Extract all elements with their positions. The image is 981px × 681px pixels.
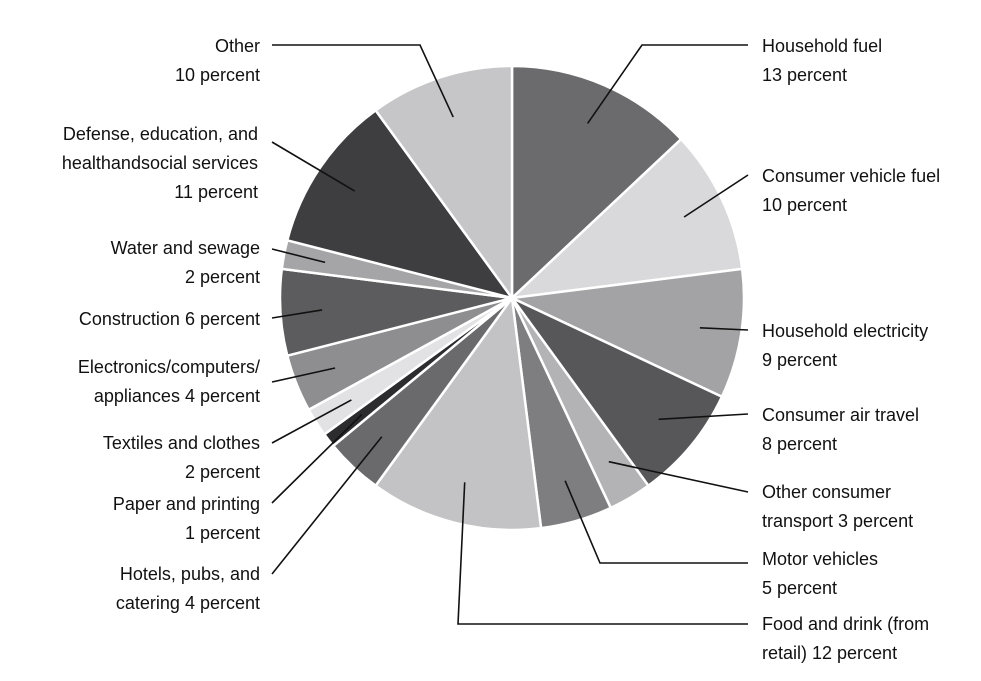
label-line: 11 percent xyxy=(174,182,258,202)
label-line: Consumer air travel xyxy=(762,405,919,425)
leader-defense-education-and-health-and-social-services xyxy=(271,141,356,192)
slice-labels: Household fuel 13 percent Consumer vehicle… xyxy=(62,36,940,663)
label-line: Electronics/computers/ xyxy=(78,357,260,377)
label-line: Motor vehicles xyxy=(762,549,878,569)
label-line: Household fuel xyxy=(762,36,882,56)
slice-food-and-drink-from-retail xyxy=(374,296,543,532)
leader-consumer-air-travel xyxy=(658,413,749,421)
leader-motor-vehicles xyxy=(564,480,748,564)
label-line: 8 percent xyxy=(762,434,837,454)
label-paper-and-printing: Paper and printing 1 percent xyxy=(113,494,260,543)
label-line: Household electricity xyxy=(762,321,928,341)
label-line: transport 3 percent xyxy=(762,511,913,531)
label-household-fuel: Household fuel 13 percent xyxy=(762,36,882,85)
label-line: 10 percent xyxy=(175,65,260,85)
label-water-and-sewage: Water and sewage 2 percent xyxy=(111,238,260,287)
slice-consumer-vehicle-fuel xyxy=(510,137,744,300)
slice-defense-education-and-health-and-social-services xyxy=(286,109,514,300)
label-line: catering 4 percent xyxy=(116,593,260,613)
label-line: 2 percent xyxy=(185,267,260,287)
leader-other-consumer-transport xyxy=(608,460,749,493)
pie-slices xyxy=(278,64,746,532)
slice-household-electricity xyxy=(510,267,746,399)
leader-food-and-drink-from-retail xyxy=(457,482,748,625)
label-line: Water and sewage xyxy=(111,238,260,258)
label-line: Paper and printing xyxy=(113,494,260,514)
leader-household-electricity xyxy=(699,327,749,331)
slice-other xyxy=(374,64,514,300)
label-line: Hotels, pubs, and xyxy=(120,564,260,584)
label-line: 5 percent xyxy=(762,578,837,598)
label-motor-vehicles: Motor vehicles 5 percent xyxy=(762,549,878,598)
leader-paper-and-printing xyxy=(271,414,363,504)
leader-construction xyxy=(271,309,323,319)
label-line: healthandsocial services xyxy=(62,153,258,173)
label-line: Defense, education, and xyxy=(63,124,258,144)
leader-other xyxy=(272,44,454,118)
label-other-consumer-transport: Other consumer transport 3 percent xyxy=(762,482,913,531)
label-line: 1 percent xyxy=(185,523,260,543)
label-defense-education-and-health-and-social-services: Defense, education, and healthandsocial s… xyxy=(62,124,258,202)
label-textiles-and-clothes: Textiles and clothes 2 percent xyxy=(103,433,260,482)
slice-consumer-air-travel xyxy=(510,296,724,487)
label-line: Construction 6 percent xyxy=(79,309,260,329)
label-other: Other 10 percent xyxy=(175,36,260,85)
label-line: appliances 4 percent xyxy=(94,386,260,406)
label-line: Food and drink (from xyxy=(762,614,929,634)
leader-electronics-computers-appliances xyxy=(271,367,336,383)
label-line: Other xyxy=(215,36,260,56)
label-line: Other consumer xyxy=(762,482,891,502)
leader-consumer-vehicle-fuel xyxy=(683,174,749,218)
leader-lines xyxy=(271,44,749,625)
label-line: 2 percent xyxy=(185,462,260,482)
label-electronics-computers-appliances: Electronics/computers/appliances 4 perce… xyxy=(78,357,260,406)
label-line: Textiles and clothes xyxy=(103,433,260,453)
leader-household-fuel xyxy=(586,44,748,124)
label-household-electricity: Household electricity 9 percent xyxy=(762,321,928,370)
slice-household-fuel xyxy=(510,64,683,300)
label-line: 13 percent xyxy=(762,65,847,85)
leader-hotels-pubs-and-catering xyxy=(271,436,383,575)
label-food-and-drink-from-retail: Food and drink (from retail) 12 percent xyxy=(762,614,929,663)
leader-textiles-and-clothes xyxy=(271,399,352,444)
label-line: 10 percent xyxy=(762,195,847,215)
label-consumer-vehicle-fuel: Consumer vehicle fuel 10 percent xyxy=(762,166,940,215)
label-line: 9 percent xyxy=(762,350,837,370)
label-consumer-air-travel: Consumer air travel 8 percent xyxy=(762,405,919,454)
label-line: retail) 12 percent xyxy=(762,643,897,663)
label-construction: Construction 6 percent xyxy=(79,309,260,329)
label-line: Consumer vehicle fuel xyxy=(762,166,940,186)
leader-water-and-sewage xyxy=(271,248,326,264)
label-hotels-pubs-and-catering: Hotels, pubs, and catering 4 percent xyxy=(116,564,260,613)
